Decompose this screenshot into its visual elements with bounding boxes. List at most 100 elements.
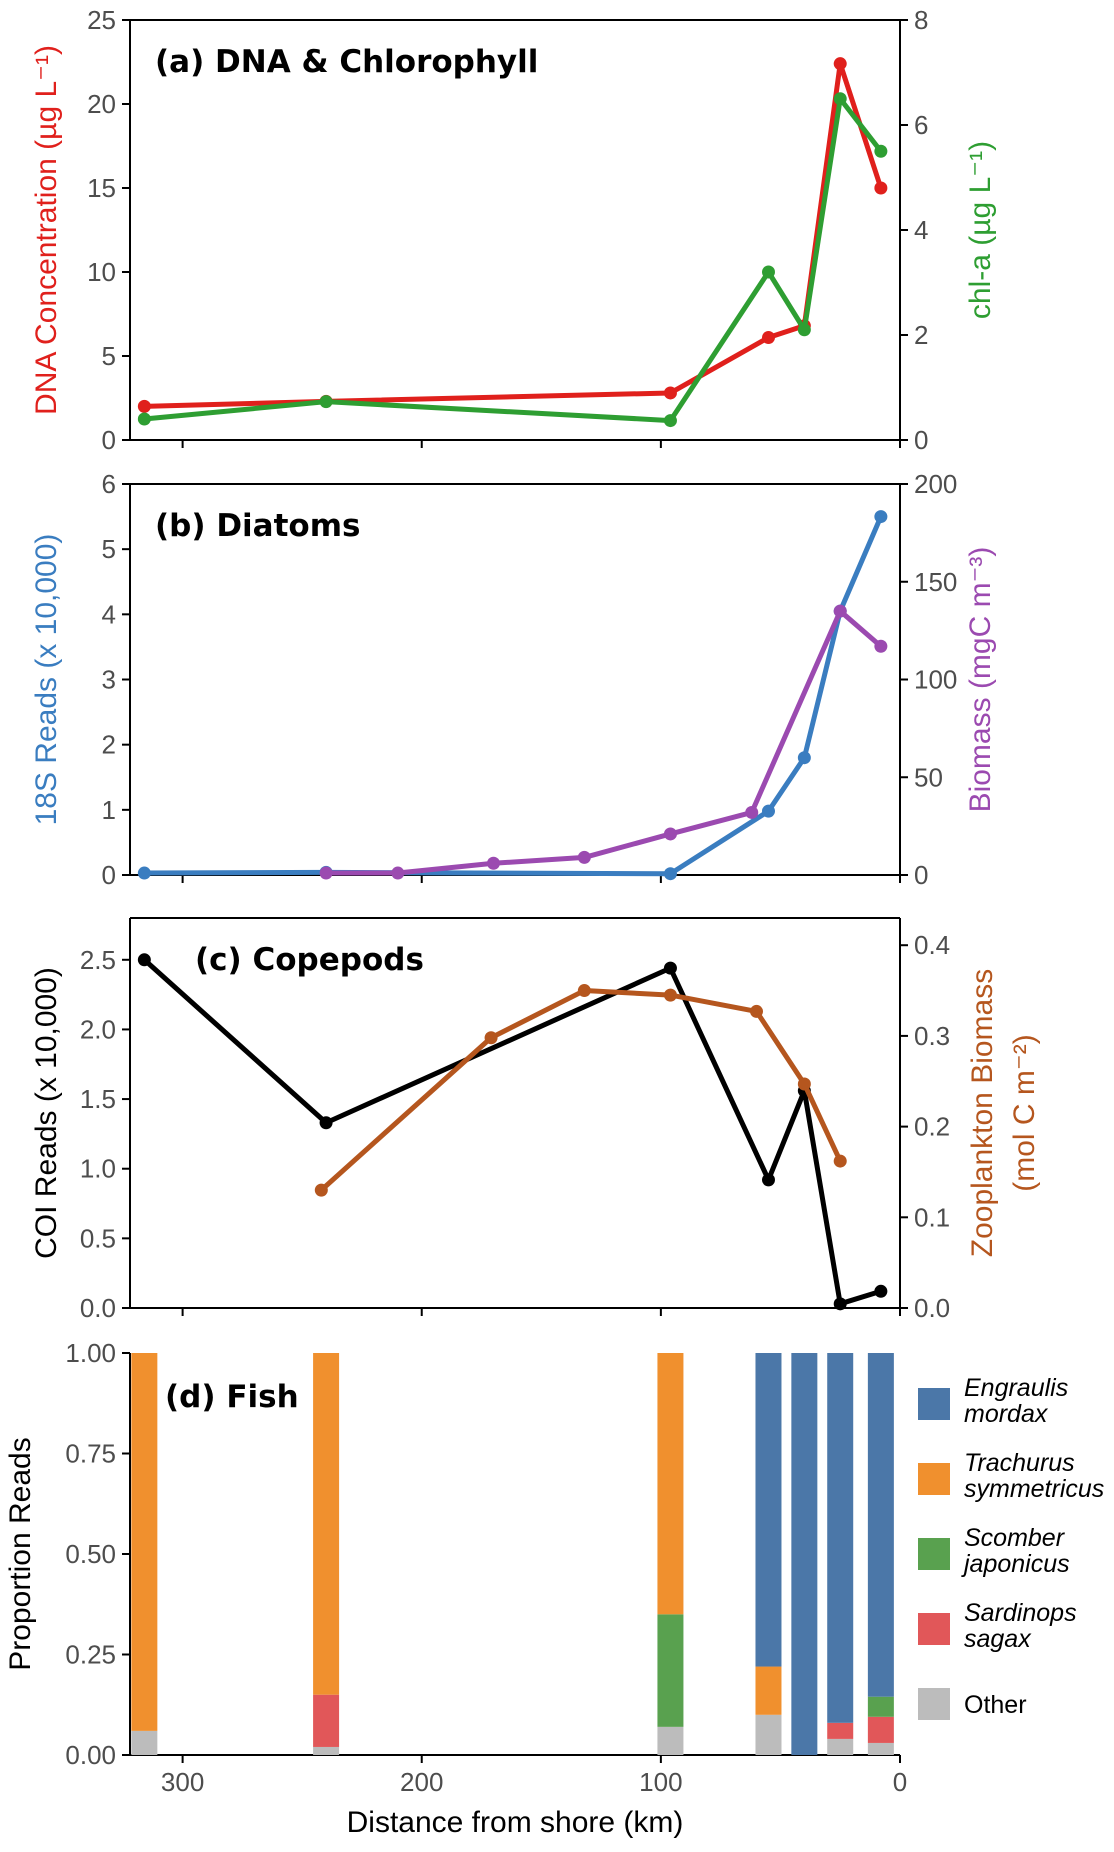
data-point — [663, 988, 677, 1002]
bar-segment — [313, 1353, 340, 1695]
bar-segment — [131, 1730, 158, 1755]
y-left-tick-label: 0.75 — [65, 1439, 116, 1469]
y-left-title: 18S Reads (x 10,000) — [30, 534, 63, 826]
y-left-tick-label: 1.0 — [80, 1154, 116, 1184]
y-left-tick-label: 2.5 — [80, 945, 116, 975]
bar-segment — [657, 1353, 684, 1615]
bar-segment — [867, 1742, 894, 1755]
data-point — [663, 414, 677, 428]
legend-swatch — [918, 1463, 950, 1495]
y-right-tick-label: 50 — [914, 762, 943, 792]
series-line-1 — [144, 96, 883, 424]
data-point — [797, 751, 811, 765]
x-tick-label: 200 — [400, 1767, 443, 1797]
data-point — [314, 1183, 328, 1197]
panel-3: 0.00 0.25 0.50 0.75 1.00 Proportion Reads (d) … — [4, 1338, 1104, 1839]
bar-segment — [755, 1666, 782, 1715]
panel-title: (b) Diatoms — [155, 508, 360, 544]
legend-label: symmetricus — [964, 1475, 1104, 1503]
data-point — [577, 850, 591, 864]
y-left-tick-label: 0.00 — [65, 1740, 116, 1770]
legend-label: sagax — [964, 1625, 1032, 1653]
bar-segment — [827, 1738, 854, 1755]
bar-segment — [867, 1716, 894, 1743]
panel-1: 0 1 2 3 4 5 6 0 50 100 150 200 18S Reads (x 10,000) B… — [30, 469, 997, 890]
data-point — [797, 1077, 811, 1091]
bar-segment — [657, 1726, 684, 1755]
y-left-tick-label: 10 — [87, 257, 116, 287]
panel-2: 0.0 0.5 1.0 1.5 2.0 2.5 0.0 0.1 0.2 0.3 0.4 COI Rea… — [30, 917, 1041, 1323]
data-point — [319, 866, 333, 880]
x-tick-label: 300 — [161, 1767, 204, 1797]
y-right-tick-label: 0 — [914, 425, 928, 455]
bar-segment — [867, 1696, 894, 1717]
bar-segment — [131, 1353, 158, 1731]
legend-label: japonicus — [961, 1550, 1070, 1578]
data-point — [874, 181, 888, 195]
bar-segment — [313, 1746, 340, 1755]
data-point — [761, 265, 775, 279]
data-point — [137, 412, 151, 426]
y-right-tick-label: 0.3 — [914, 1021, 950, 1051]
data-point — [833, 92, 847, 106]
y-right-tick-label: 0.1 — [914, 1202, 950, 1232]
data-point — [663, 386, 677, 400]
y-left-title: COI Reads (x 10,000) — [30, 967, 63, 1259]
data-point — [391, 866, 405, 880]
data-point — [833, 57, 847, 71]
y-right-tick-label: 150 — [914, 567, 957, 597]
data-point — [750, 1004, 764, 1018]
data-point — [874, 639, 888, 653]
data-point — [663, 867, 677, 881]
panel-title: (a) DNA & Chlorophyll — [155, 44, 538, 80]
data-point — [663, 827, 677, 841]
data-point — [486, 856, 500, 870]
data-point — [319, 1116, 333, 1130]
legend-label: Engraulis — [964, 1374, 1068, 1402]
y-left-tick-label: 0 — [102, 860, 116, 890]
bar-segment — [827, 1353, 854, 1723]
y-right-tick-label: 200 — [914, 469, 957, 499]
y-left-tick-label: 2 — [102, 730, 116, 760]
data-point — [137, 866, 151, 880]
y-right-tick-label: 4 — [914, 215, 928, 245]
panel-title: (c) Copepods — [195, 942, 424, 978]
data-point — [833, 1154, 847, 1168]
series-line-0 — [142, 957, 882, 1307]
y-right-tick-label: 0 — [914, 860, 928, 890]
panel-0: 0 5 10 15 20 25 0 2 4 6 8 DNA Concentration (µg L⁻¹… — [30, 5, 997, 455]
data-point — [833, 604, 847, 618]
y-left-tick-label: 25 — [87, 5, 116, 35]
bar-segment — [867, 1353, 894, 1697]
series-line-0 — [144, 61, 884, 409]
series-line-0 — [144, 515, 884, 877]
y-right-title: Biomass (mgC m⁻³) — [964, 547, 997, 813]
legend-swatch — [918, 1613, 950, 1645]
data-point — [319, 395, 333, 409]
data-point — [874, 144, 888, 158]
y-left-tick-label: 5 — [102, 341, 116, 371]
y-left-tick-label: 15 — [87, 173, 116, 203]
y-right-tick-label: 8 — [914, 5, 928, 35]
y-left-tick-label: 20 — [87, 89, 116, 119]
legend-label: Trachurus — [964, 1449, 1075, 1477]
bar-segment — [313, 1694, 340, 1747]
y-left-tick-label: 0.25 — [65, 1640, 116, 1670]
legend-swatch — [918, 1538, 950, 1570]
series-line-1 — [326, 608, 883, 876]
y-left-tick-label: 0.0 — [80, 1293, 116, 1323]
y-left-tick-label: 0.50 — [65, 1539, 116, 1569]
y-title: Proportion Reads — [4, 1437, 37, 1670]
bar-segment — [755, 1353, 782, 1667]
x-tick-label: 100 — [639, 1767, 682, 1797]
y-right-tick-label: 0.4 — [914, 930, 950, 960]
data-point — [137, 953, 151, 967]
data-point — [745, 805, 759, 819]
data-point — [484, 1031, 498, 1045]
bar-segment — [657, 1614, 684, 1727]
data-point — [761, 331, 775, 345]
y-right-tick-label: 6 — [914, 110, 928, 140]
y-left-tick-label: 4 — [102, 599, 116, 629]
data-point — [577, 984, 591, 998]
y-right-title: Zooplankton Biomass — [966, 969, 999, 1258]
